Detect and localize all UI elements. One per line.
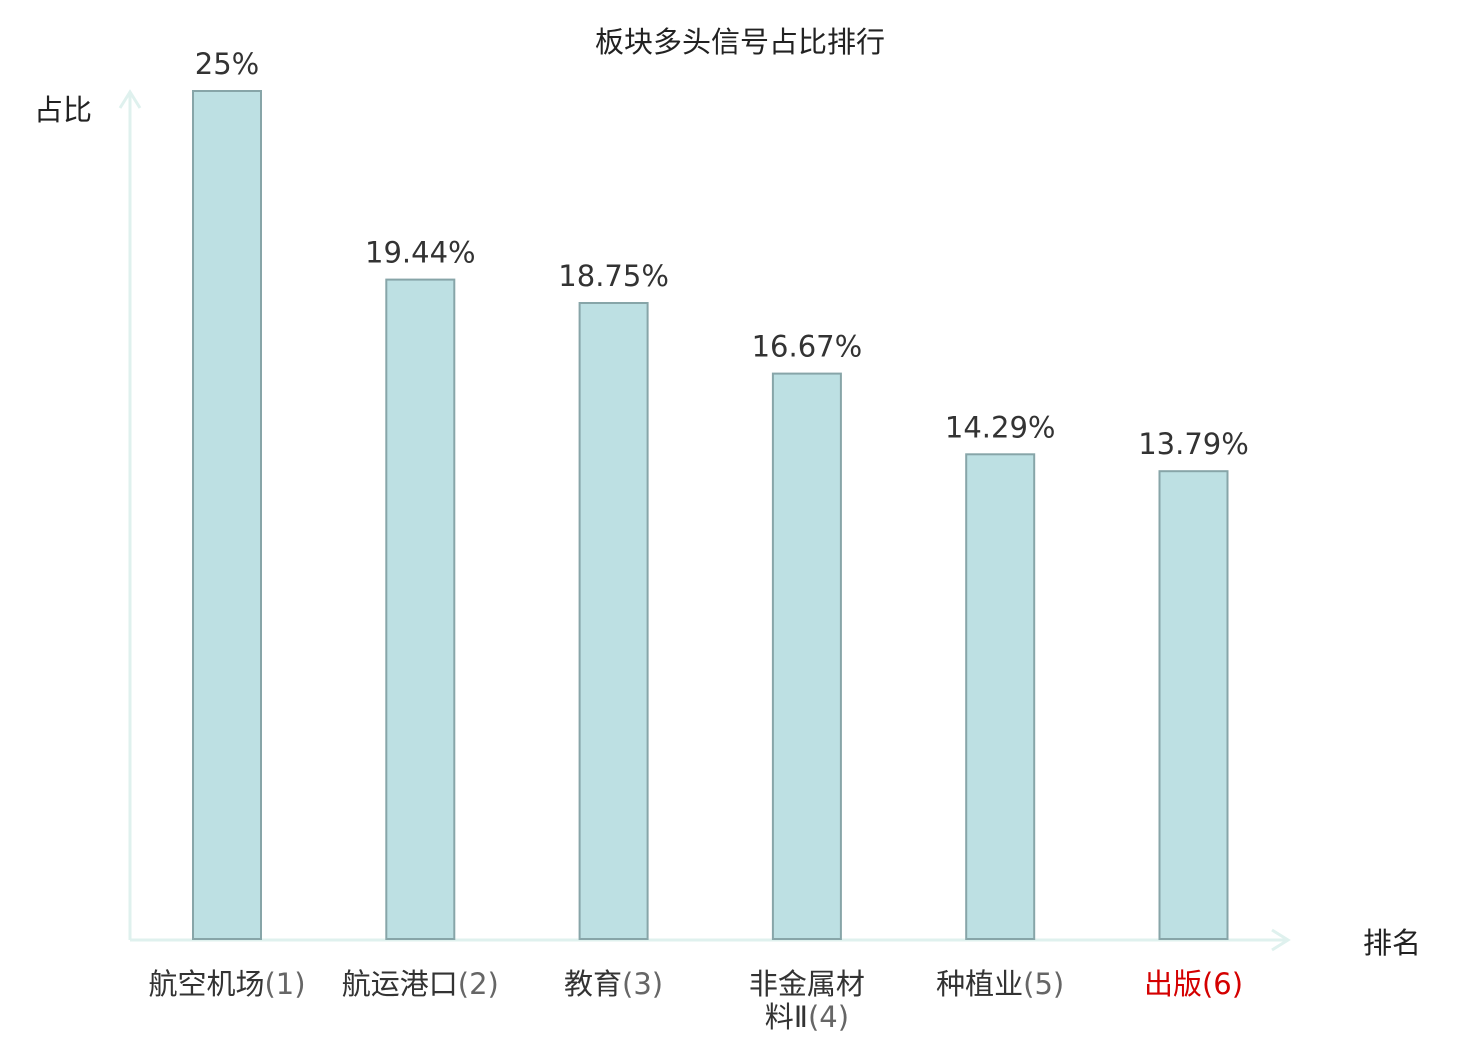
x-tick-label: 航空机场(1): [148, 967, 305, 1001]
bar-value-label: 13.79%: [1138, 427, 1249, 461]
bar: [578, 302, 649, 940]
bar-value-label: 18.75%: [558, 259, 669, 293]
bar: [385, 278, 456, 941]
value-labels-group: 25% 19.44% 18.75% 16.67% 14.29% 13.79%: [195, 47, 1249, 461]
x-tick-label: 种植业(5): [936, 967, 1064, 1001]
bar: [1158, 470, 1229, 940]
x-tick-label: 航运港口(2): [342, 967, 499, 1001]
x-tick-label: 料Ⅱ(4): [765, 1000, 849, 1034]
x-axis-label: 排名: [1363, 926, 1421, 960]
bar: [771, 372, 842, 941]
x-tick-label: 非金属材: [749, 967, 865, 1001]
x-tick-label: 教育(3): [564, 967, 663, 1001]
bar: [965, 453, 1036, 940]
x-tick-label: 出版(6): [1144, 967, 1243, 1001]
bar: [192, 90, 262, 940]
axes: [118, 89, 1291, 952]
bar-value-label: 25%: [195, 47, 259, 81]
y-axis-label: 占比: [34, 93, 92, 127]
bar-value-label: 16.67%: [752, 330, 863, 364]
bar-value-label: 19.44%: [365, 236, 476, 270]
y-axis-arrow: [118, 89, 142, 109]
x-axis-arrow: [1271, 928, 1291, 952]
bars-group: [192, 90, 1229, 941]
chart-title: 板块多头信号占比排行: [595, 25, 885, 59]
bar-value-label: 14.29%: [945, 410, 1056, 444]
